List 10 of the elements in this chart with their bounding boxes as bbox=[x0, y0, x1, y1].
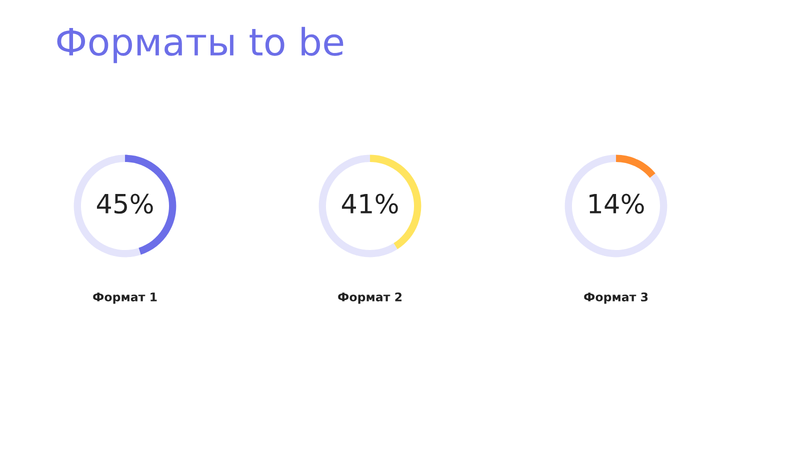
donut-slice bbox=[616, 154, 656, 178]
text: Формат 1 bbox=[93, 292, 157, 304]
data-label: 45% bbox=[96, 194, 153, 214]
donut-slice bbox=[564, 154, 668, 258]
text: Формат 2 bbox=[338, 292, 402, 304]
donut-slice bbox=[318, 154, 398, 258]
text: Формат 3 bbox=[584, 292, 648, 304]
data-label: 14% bbox=[590, 194, 644, 214]
data-label: 41% bbox=[342, 194, 398, 214]
chart-title: Форматы to be bbox=[57, 26, 344, 64]
